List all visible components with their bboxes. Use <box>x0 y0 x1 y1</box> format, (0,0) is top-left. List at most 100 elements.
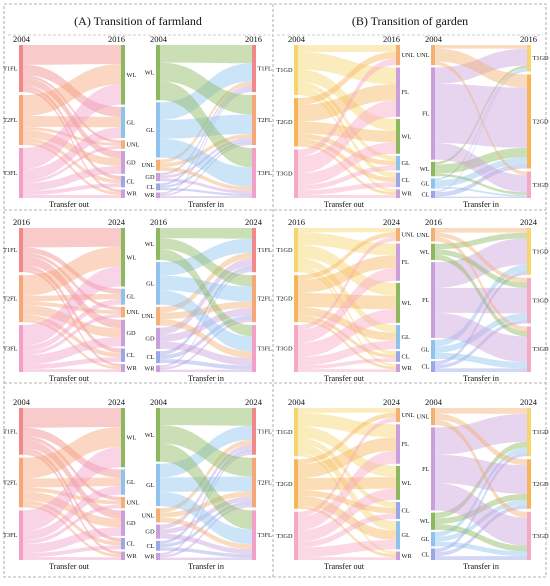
flow-band <box>435 419 527 518</box>
node-label-wr: WR <box>402 553 413 560</box>
flow-band <box>298 417 396 517</box>
panel-caption: Transfer out <box>49 200 90 209</box>
flow-band <box>23 451 121 555</box>
flow-band <box>160 444 252 530</box>
panel-caption: Transfer in <box>463 562 499 571</box>
flow-band <box>298 265 396 355</box>
node-bar-fl <box>431 262 435 338</box>
node-bar-wr <box>156 552 160 560</box>
flow-band <box>160 308 252 342</box>
flow-band <box>23 447 121 532</box>
node-bar-gl <box>156 463 160 507</box>
year-label-start: 2016 <box>13 217 30 227</box>
node-label-unl: UNL <box>127 309 140 316</box>
panel-caption: Transfer in <box>463 200 499 209</box>
flow-band <box>23 64 121 117</box>
node-bar-wr <box>396 364 400 372</box>
sankey-panel: T1GD T2GD T3GD UNL FL WL CL GL WR 2004 2024 Transfe… <box>276 397 414 571</box>
year-label-end: 2024 <box>108 397 126 407</box>
flow-band <box>298 358 396 370</box>
flow-band <box>160 133 252 167</box>
sankey-panel: T1GD T2GD T3GD UNL FL WL GL CL WR 2016 2024 Transfe… <box>276 217 414 383</box>
flow-band <box>160 452 252 556</box>
flow-band <box>435 452 527 553</box>
flow-band <box>435 368 527 372</box>
year-label-end: 2016 <box>108 34 125 44</box>
node-bar-gl <box>396 155 400 171</box>
flow-band <box>160 491 252 518</box>
flow-band <box>23 439 121 519</box>
sankey-panel: T1FL T2FL T3FL WL GL UNL GD CL WR 2004 2016 Transfe… <box>3 34 139 209</box>
node-bar-wr <box>156 365 160 372</box>
node-label-wr: WR <box>127 553 138 560</box>
flow-band <box>160 319 252 358</box>
flow-band <box>23 369 121 372</box>
node-bar-wr <box>156 192 160 198</box>
figure-frame <box>3 3 547 578</box>
node-label-wl: WL <box>127 254 137 261</box>
flow-band <box>23 319 121 370</box>
node-bar-gl <box>121 469 125 495</box>
node-bar-wl <box>156 408 160 462</box>
node-bar-unl <box>431 408 435 426</box>
flow-band <box>298 443 396 531</box>
flow-band <box>160 258 252 335</box>
node-bar-cl <box>396 172 400 188</box>
panel-caption: Transfer out <box>49 562 90 571</box>
node-bar-t3fl <box>19 325 23 372</box>
node-bar-wl <box>121 228 125 287</box>
section-title-garden: (B) Transition of garden <box>352 14 468 28</box>
flow-band <box>160 252 252 313</box>
node-bar-t3gd <box>294 511 298 560</box>
node-label-wr: WR <box>127 191 138 198</box>
flow-band <box>160 369 252 372</box>
node-bar-unl <box>121 497 125 509</box>
node-bar-t1gd <box>294 408 298 457</box>
section-title-farmland: (A) Transition of farmland <box>74 14 202 28</box>
flow-band <box>23 357 121 370</box>
year-label-end: 2024 <box>383 217 401 227</box>
flow-band <box>435 68 527 181</box>
flow-band <box>435 441 527 519</box>
node-label-wr: WR <box>402 365 413 372</box>
flow-band <box>160 425 252 478</box>
node-bar-t3fl <box>252 510 256 560</box>
flow-band <box>298 269 396 367</box>
node-bar-cl <box>431 361 435 372</box>
flow-band <box>298 437 396 508</box>
node-bar-t1fl <box>252 408 256 455</box>
node-bar-t2gd <box>294 97 298 147</box>
flow-band <box>298 408 396 413</box>
flow-band <box>23 426 121 479</box>
node-label-t3gd: T3GD <box>276 346 293 353</box>
flow-band <box>23 293 121 302</box>
node-label-t1gd: T1GD <box>533 429 550 436</box>
node-bar-fl <box>431 427 435 511</box>
node-label-t1fl: T1FL <box>258 247 272 254</box>
node-bar-t1fl <box>19 228 23 273</box>
flow-band <box>23 314 121 358</box>
flow-band <box>298 52 396 85</box>
flow-band <box>160 269 252 368</box>
node-bar-unl <box>396 228 400 242</box>
node-label-t1fl: T1FL <box>258 428 272 435</box>
year-label-start: 2004 <box>425 397 443 407</box>
node-label-gl: GL <box>146 482 155 489</box>
flow-band <box>435 186 527 197</box>
node-label-wl: WL <box>420 518 430 525</box>
node-bar-gl <box>431 178 435 189</box>
flow-band <box>23 256 121 329</box>
flow-band <box>160 138 252 187</box>
flow-band <box>160 439 252 513</box>
node-label-unl: UNL <box>417 52 430 59</box>
year-label-start: 2016 <box>288 217 305 227</box>
node-label-t1gd: T1GD <box>276 247 293 254</box>
node-bar-gd <box>121 151 125 174</box>
flow-band <box>298 412 396 438</box>
node-label-unl: UNL <box>417 232 430 239</box>
flow-band <box>160 137 252 179</box>
node-label-cl: CL <box>127 179 135 186</box>
flow-band <box>160 87 252 186</box>
node-label-t2gd: T2GD <box>276 481 293 488</box>
